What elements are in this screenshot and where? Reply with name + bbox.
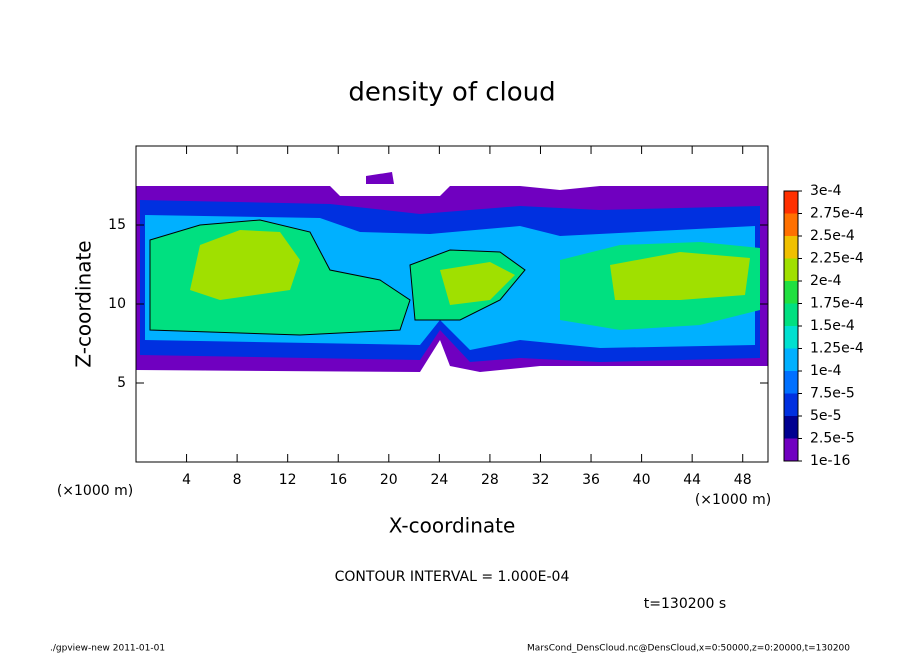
colorbar-segment [784, 236, 798, 259]
colorbar-tick-label: 1e-4 [810, 363, 842, 379]
x-tick-label: 24 [430, 472, 448, 488]
x-tick-label: 28 [481, 472, 499, 488]
colorbar-tick-label: 2.5e-4 [810, 228, 855, 244]
colorbar-tick-label: 1e-16 [810, 453, 850, 469]
x-tick-label: 4 [182, 472, 191, 488]
colorbar-segment [784, 303, 798, 326]
colorbar-segment [784, 393, 798, 416]
x-tick-label: 16 [329, 472, 347, 488]
x-unit: (×1000 m) [695, 492, 771, 508]
colorbar-tick-label: 2.25e-4 [810, 251, 864, 267]
x-axis-label: X-coordinate [389, 514, 516, 538]
contour-interval: CONTOUR INTERVAL = 1.000E-04 [335, 569, 570, 585]
x-tick-label: 20 [380, 472, 398, 488]
colorbar-segment [784, 416, 798, 439]
x-tick-label: 44 [683, 472, 701, 488]
colorbar-segment [784, 371, 798, 394]
x-tick-label: 40 [633, 472, 651, 488]
colorbar-segment [784, 438, 798, 461]
x-tick-label: 48 [734, 472, 752, 488]
footer-left: ./gpview-new 2011-01-01 [50, 644, 165, 654]
colorbar-segment [784, 348, 798, 371]
colorbar-segment [784, 213, 798, 236]
colorbar-tick-label: 2.5e-5 [810, 431, 855, 447]
colorbar-tick-label: 3e-4 [810, 183, 842, 199]
x-tick-label: 32 [532, 472, 550, 488]
colorbar-tick-label: 1.75e-4 [810, 296, 864, 312]
colorbar-tick-label: 5e-5 [810, 408, 841, 424]
colorbar-segment [784, 258, 798, 281]
x-tick-label: 8 [233, 472, 242, 488]
footer-right: MarsCond_DensCloud.nc@DensCloud,x=0:5000… [527, 644, 850, 654]
colorbar-tick-label: 2.75e-4 [810, 206, 864, 222]
y-tick-label: 15 [108, 217, 126, 233]
time-label: t=130200 s [644, 596, 726, 612]
contour-field [136, 172, 768, 372]
colorbar-segment [784, 191, 798, 214]
colorbar-segment [784, 281, 798, 304]
y-tick-label: 10 [108, 296, 126, 312]
colorbar-tick-label: 1.25e-4 [810, 341, 864, 357]
x-tick-label: 36 [582, 472, 600, 488]
colorbar-tick-label: 1.5e-4 [810, 318, 855, 334]
x-tick-label: 12 [279, 472, 297, 488]
chart-title: density of cloud [348, 78, 555, 108]
colorbar-segment [784, 326, 798, 349]
colorbar-tick-label: 7.5e-5 [810, 386, 855, 402]
y-unit: (×1000 m) [57, 483, 133, 499]
colorbar-tick-label: 2e-4 [810, 273, 842, 289]
y-axis-label: Z-coordinate [72, 240, 96, 367]
y-tick-label: 5 [117, 375, 126, 391]
